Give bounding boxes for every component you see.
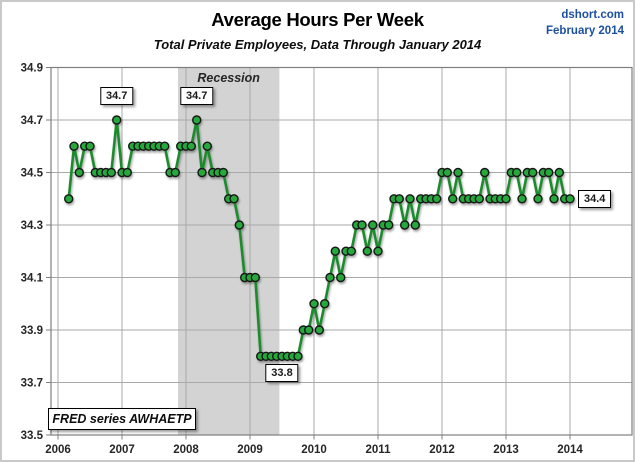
x-axis-tick-label: 2007 <box>109 444 135 456</box>
plot-border <box>50 66 633 436</box>
data-point <box>197 167 207 178</box>
data-point <box>565 194 575 204</box>
data-point <box>362 246 372 256</box>
x-axis-tick-label: 2012 <box>429 444 455 456</box>
data-point <box>394 194 404 204</box>
data-point <box>218 167 229 178</box>
y-axis-tick-label: 34.3 <box>21 220 43 232</box>
data-point <box>69 141 79 151</box>
data-point <box>442 167 452 178</box>
recession-annotation: Recession <box>197 71 260 85</box>
data-point <box>528 167 538 178</box>
data-point <box>405 194 415 204</box>
data-point <box>549 194 559 204</box>
data-point <box>106 167 117 178</box>
data-point <box>122 167 133 178</box>
data-point <box>111 115 122 125</box>
data-point <box>533 194 543 204</box>
data-point <box>85 141 95 151</box>
data-point <box>368 220 378 230</box>
data-point <box>314 325 324 335</box>
data-label: 34.7 <box>99 87 134 105</box>
y-axis-tick-label: 34.9 <box>21 63 43 75</box>
data-point <box>336 272 346 283</box>
data-point <box>309 299 319 309</box>
chart-title: Average Hours Per Week <box>211 9 424 30</box>
data-label: 33.8 <box>265 364 299 383</box>
data-point <box>191 115 202 125</box>
data-point <box>304 325 314 335</box>
y-axis-tick-label: 34.7 <box>21 115 43 127</box>
data-point <box>517 194 527 204</box>
data-point <box>400 220 410 230</box>
data-point <box>159 141 170 151</box>
data-point <box>234 220 245 230</box>
data-point <box>186 141 197 151</box>
data-point <box>432 194 442 204</box>
data-point <box>357 220 367 230</box>
data-point <box>346 246 356 256</box>
series-footnote: FRED series AWHAETP <box>48 408 196 430</box>
data-point <box>170 167 181 178</box>
data-point <box>410 220 420 230</box>
y-axis-tick-label: 33.9 <box>21 325 43 337</box>
source-block: dshort.com February 2014 <box>546 8 624 39</box>
x-axis-tick-label: 2014 <box>557 444 583 456</box>
data-point <box>250 272 261 283</box>
data-point <box>453 167 463 178</box>
source-site: dshort.com <box>561 9 624 21</box>
data-point <box>474 194 484 204</box>
data-point <box>202 141 213 151</box>
data-point <box>554 167 564 178</box>
data-point <box>373 246 383 256</box>
data-point <box>74 167 85 178</box>
series-line <box>67 118 570 358</box>
x-axis-tick-label: 2013 <box>493 444 519 456</box>
data-point <box>320 299 330 309</box>
data-label: 34.7 <box>179 87 214 105</box>
data-point <box>293 351 303 361</box>
y-axis-tick-label: 34.1 <box>21 273 44 285</box>
data-point <box>229 194 239 204</box>
data-label: 34.4 <box>578 189 612 208</box>
data-point <box>512 167 522 178</box>
source-date: February 2014 <box>546 24 624 37</box>
x-axis-tick-label: 2006 <box>45 444 71 456</box>
y-axis-tick-label: 34.5 <box>21 168 44 180</box>
data-point <box>384 220 394 230</box>
data-point <box>544 167 554 178</box>
data-point <box>330 246 340 256</box>
x-axis-tick-label: 2009 <box>237 444 263 456</box>
data-point <box>501 194 511 204</box>
y-axis-tick-label: 33.7 <box>21 378 43 390</box>
data-point <box>448 194 458 204</box>
series-group <box>63 115 575 361</box>
x-axis-tick-label: 2010 <box>301 444 327 456</box>
x-axis-tick-label: 2011 <box>366 444 392 456</box>
y-axis-tick-label: 33.5 <box>21 430 44 442</box>
data-point <box>325 272 335 283</box>
x-axis-tick-label: 2008 <box>173 444 199 456</box>
chart-subtitle: Total Private Employees, Data Through Ja… <box>153 37 482 52</box>
data-point <box>480 167 490 178</box>
data-point <box>63 194 74 204</box>
